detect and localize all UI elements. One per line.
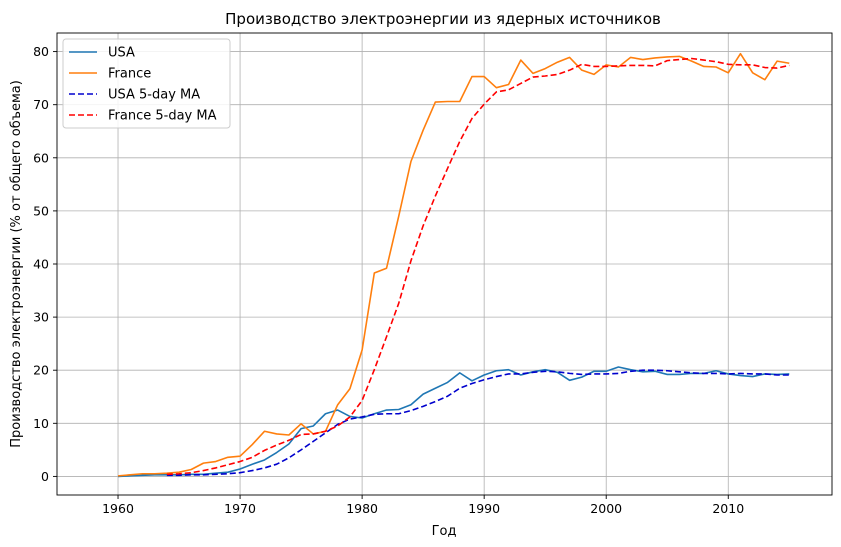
legend-label: USA	[108, 46, 135, 61]
y-tick-label: 50	[33, 203, 49, 218]
series-line-france-5-day-ma	[166, 57, 790, 476]
series-lines	[117, 52, 790, 478]
y-tick-label: 0	[41, 469, 49, 484]
y-tick-label: 40	[33, 257, 49, 272]
y-tick-label: 70	[33, 97, 49, 112]
series-line-usa-5-day-ma	[166, 369, 790, 477]
gridlines	[57, 33, 832, 495]
x-tick-label: 1960	[102, 501, 134, 516]
y-tick-label: 80	[33, 44, 49, 59]
axis-ticks: 1960 1970 1980 1990 2000 2010 0 10 20 30 40 50 60 70 8…	[33, 44, 744, 516]
series-line-usa	[117, 366, 790, 478]
x-tick-label: 1990	[468, 501, 500, 516]
x-axis-title: Год	[432, 524, 457, 539]
y-axis-title: Производство электроэнергии (% от общего…	[9, 80, 24, 448]
x-tick-label: 1980	[346, 501, 378, 516]
chart-title: Производство электроэнергии из ядерных и…	[225, 10, 661, 28]
y-tick-label: 10	[33, 416, 49, 431]
legend-label: USA 5-day MA	[108, 88, 200, 103]
y-tick-label: 30	[33, 310, 49, 325]
x-tick-label: 1970	[224, 501, 256, 516]
y-tick-label: 60	[33, 150, 49, 165]
legend-label: France 5-day MA	[108, 109, 217, 124]
x-tick-label: 2000	[590, 501, 622, 516]
legend-box	[62, 38, 231, 129]
legend-label: France	[108, 67, 151, 82]
series-line-france	[117, 52, 790, 477]
legend: USA France USA 5-day MA France 5-day MA	[62, 38, 231, 129]
y-tick-label: 20	[33, 363, 49, 378]
x-tick-label: 2010	[712, 501, 744, 516]
